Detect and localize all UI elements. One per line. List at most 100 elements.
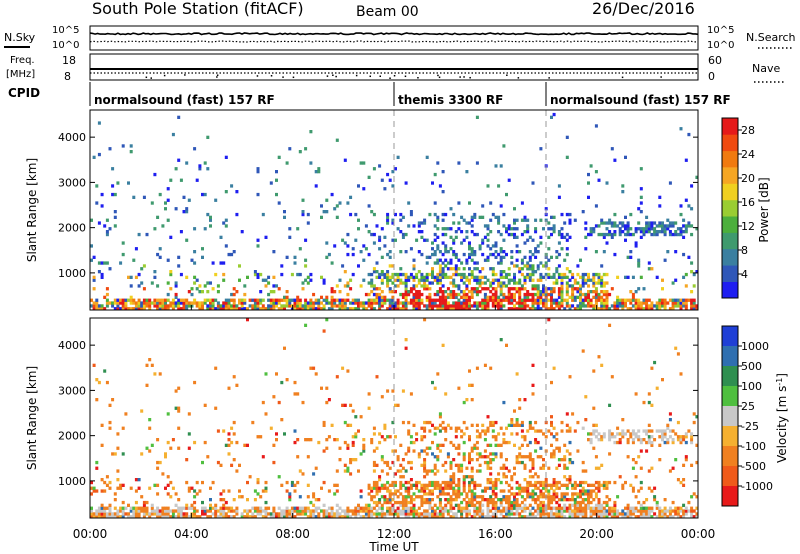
velocity-cell: [140, 452, 144, 456]
power-cell: [486, 298, 490, 302]
velocity-cell: [655, 515, 659, 519]
power-cell: [164, 298, 167, 302]
velocity-cell: [539, 506, 543, 510]
power-cell: [185, 307, 189, 311]
power-cell: [573, 218, 577, 222]
velocity-cell: [264, 500, 268, 505]
velocity-cell: [613, 435, 617, 439]
velocity-cell: [367, 392, 371, 396]
power-cell: [505, 295, 508, 299]
velocity-cell: [246, 509, 249, 513]
velocity-cell: [547, 492, 551, 496]
velocity-cell: [671, 440, 675, 445]
power-cell: [142, 195, 146, 199]
velocity-cell: [409, 509, 413, 513]
velocity-cell: [631, 438, 635, 442]
power-cell: [462, 292, 466, 297]
power-cell: [441, 292, 445, 297]
power-cell: [542, 264, 545, 268]
power-cell: [483, 292, 487, 297]
power-cell: [494, 298, 498, 302]
velocity-cell: [449, 486, 453, 490]
power-cell: [296, 301, 300, 305]
velocity-cell: [621, 512, 625, 516]
power-cell: [679, 227, 683, 231]
power-cell: [232, 301, 236, 305]
power-cell: [90, 244, 93, 248]
power-cell: [658, 298, 662, 302]
power-cell: [193, 281, 197, 285]
velocity-cell: [214, 515, 218, 519]
velocity-cell: [568, 429, 572, 433]
velocity-cell: [531, 392, 535, 396]
power-cell: [288, 301, 292, 305]
nave-dropout-dot: [463, 76, 465, 78]
power-cell: [433, 212, 437, 217]
power-cell: [267, 281, 271, 285]
velocity-cell: [285, 512, 289, 516]
power-cell: [536, 295, 540, 299]
velocity-cell: [423, 486, 427, 490]
power-cell: [370, 278, 374, 282]
power-cell: [417, 301, 421, 305]
velocity-cell: [232, 509, 236, 513]
velocity-cell: [127, 503, 130, 507]
noise-left-tick-low: 10^0: [52, 40, 79, 51]
power-cell: [375, 301, 379, 305]
velocity-cell: [674, 346, 678, 350]
velocity-cell: [497, 506, 501, 510]
velocity-colorbar-swatch: [722, 326, 738, 347]
power-cell: [592, 230, 596, 234]
nave-dropout-dot: [469, 76, 471, 79]
power-cell: [288, 147, 292, 151]
velocity-cell: [544, 509, 548, 513]
velocity-cell: [446, 498, 450, 502]
power-cell: [600, 304, 604, 308]
velocity-cell: [610, 506, 614, 510]
velocity-cell: [150, 509, 154, 513]
velocity-cell: [505, 509, 508, 513]
velocity-cell: [306, 506, 310, 510]
velocity-cell: [520, 486, 524, 490]
velocity-colorbar-swatch: [722, 366, 738, 387]
power-cell: [565, 275, 569, 279]
velocity-cell: [399, 500, 403, 505]
power-cell: [243, 284, 247, 288]
power-cell: [510, 255, 514, 259]
power-cell: [386, 307, 390, 311]
power-cell: [166, 298, 170, 302]
velocity-cell: [523, 489, 527, 493]
velocity-cell: [645, 512, 649, 516]
power-cell: [499, 261, 503, 265]
velocity-cell: [433, 463, 437, 467]
power-cell: [584, 272, 588, 277]
power-cell: [616, 298, 620, 302]
power-cell: [460, 290, 464, 294]
power-cell: [608, 230, 612, 234]
velocity-cell: [594, 466, 598, 470]
velocity-cell: [129, 486, 133, 490]
power-cell: [372, 284, 376, 288]
velocity-cell: [401, 389, 405, 393]
velocity-cell: [351, 458, 355, 462]
velocity-cell: [555, 506, 559, 510]
power-cell: [275, 284, 278, 288]
power-cell: [243, 301, 247, 305]
frequency-panel-frame: [89, 53, 699, 81]
power-cell: [579, 275, 582, 279]
power-cell: [499, 247, 503, 251]
power-cell: [378, 304, 382, 308]
power-cell: [446, 307, 450, 311]
power-cell: [412, 258, 416, 262]
power-cell: [338, 201, 342, 205]
power-cell: [571, 290, 575, 294]
power-cell: [475, 261, 479, 265]
velocity-cell: [457, 483, 461, 487]
velocity-cell: [645, 429, 649, 433]
power-cell: [473, 278, 477, 282]
power-cell: [203, 192, 207, 197]
velocity-cell: [676, 352, 680, 356]
velocity-cell: [668, 469, 672, 473]
velocity-cell: [446, 480, 450, 485]
power-cell: [301, 304, 305, 308]
